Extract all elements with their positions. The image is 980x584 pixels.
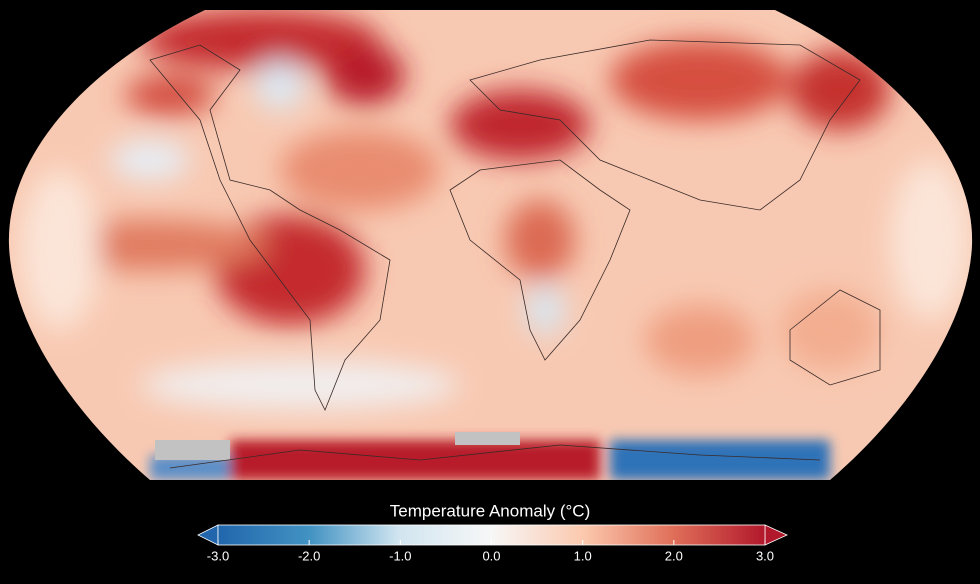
colorbar-tick-label: 1.0 bbox=[574, 548, 592, 563]
colorbar-extend-high bbox=[764, 524, 788, 546]
colorbar-tick-label: -3.0 bbox=[207, 548, 229, 563]
colorbar-tick-label: -1.0 bbox=[389, 548, 411, 563]
colorbar-tick-label: 3.0 bbox=[756, 548, 774, 563]
colorbar-extend-low bbox=[197, 524, 219, 546]
map bbox=[8, 10, 973, 480]
colorbar-tick-label: 2.0 bbox=[665, 548, 683, 563]
colorbar-tick-label: 0.0 bbox=[482, 548, 500, 563]
colorbar-title: Temperature Anomaly (°C) bbox=[390, 501, 590, 520]
colorbar-tick-label: -2.0 bbox=[298, 548, 320, 563]
